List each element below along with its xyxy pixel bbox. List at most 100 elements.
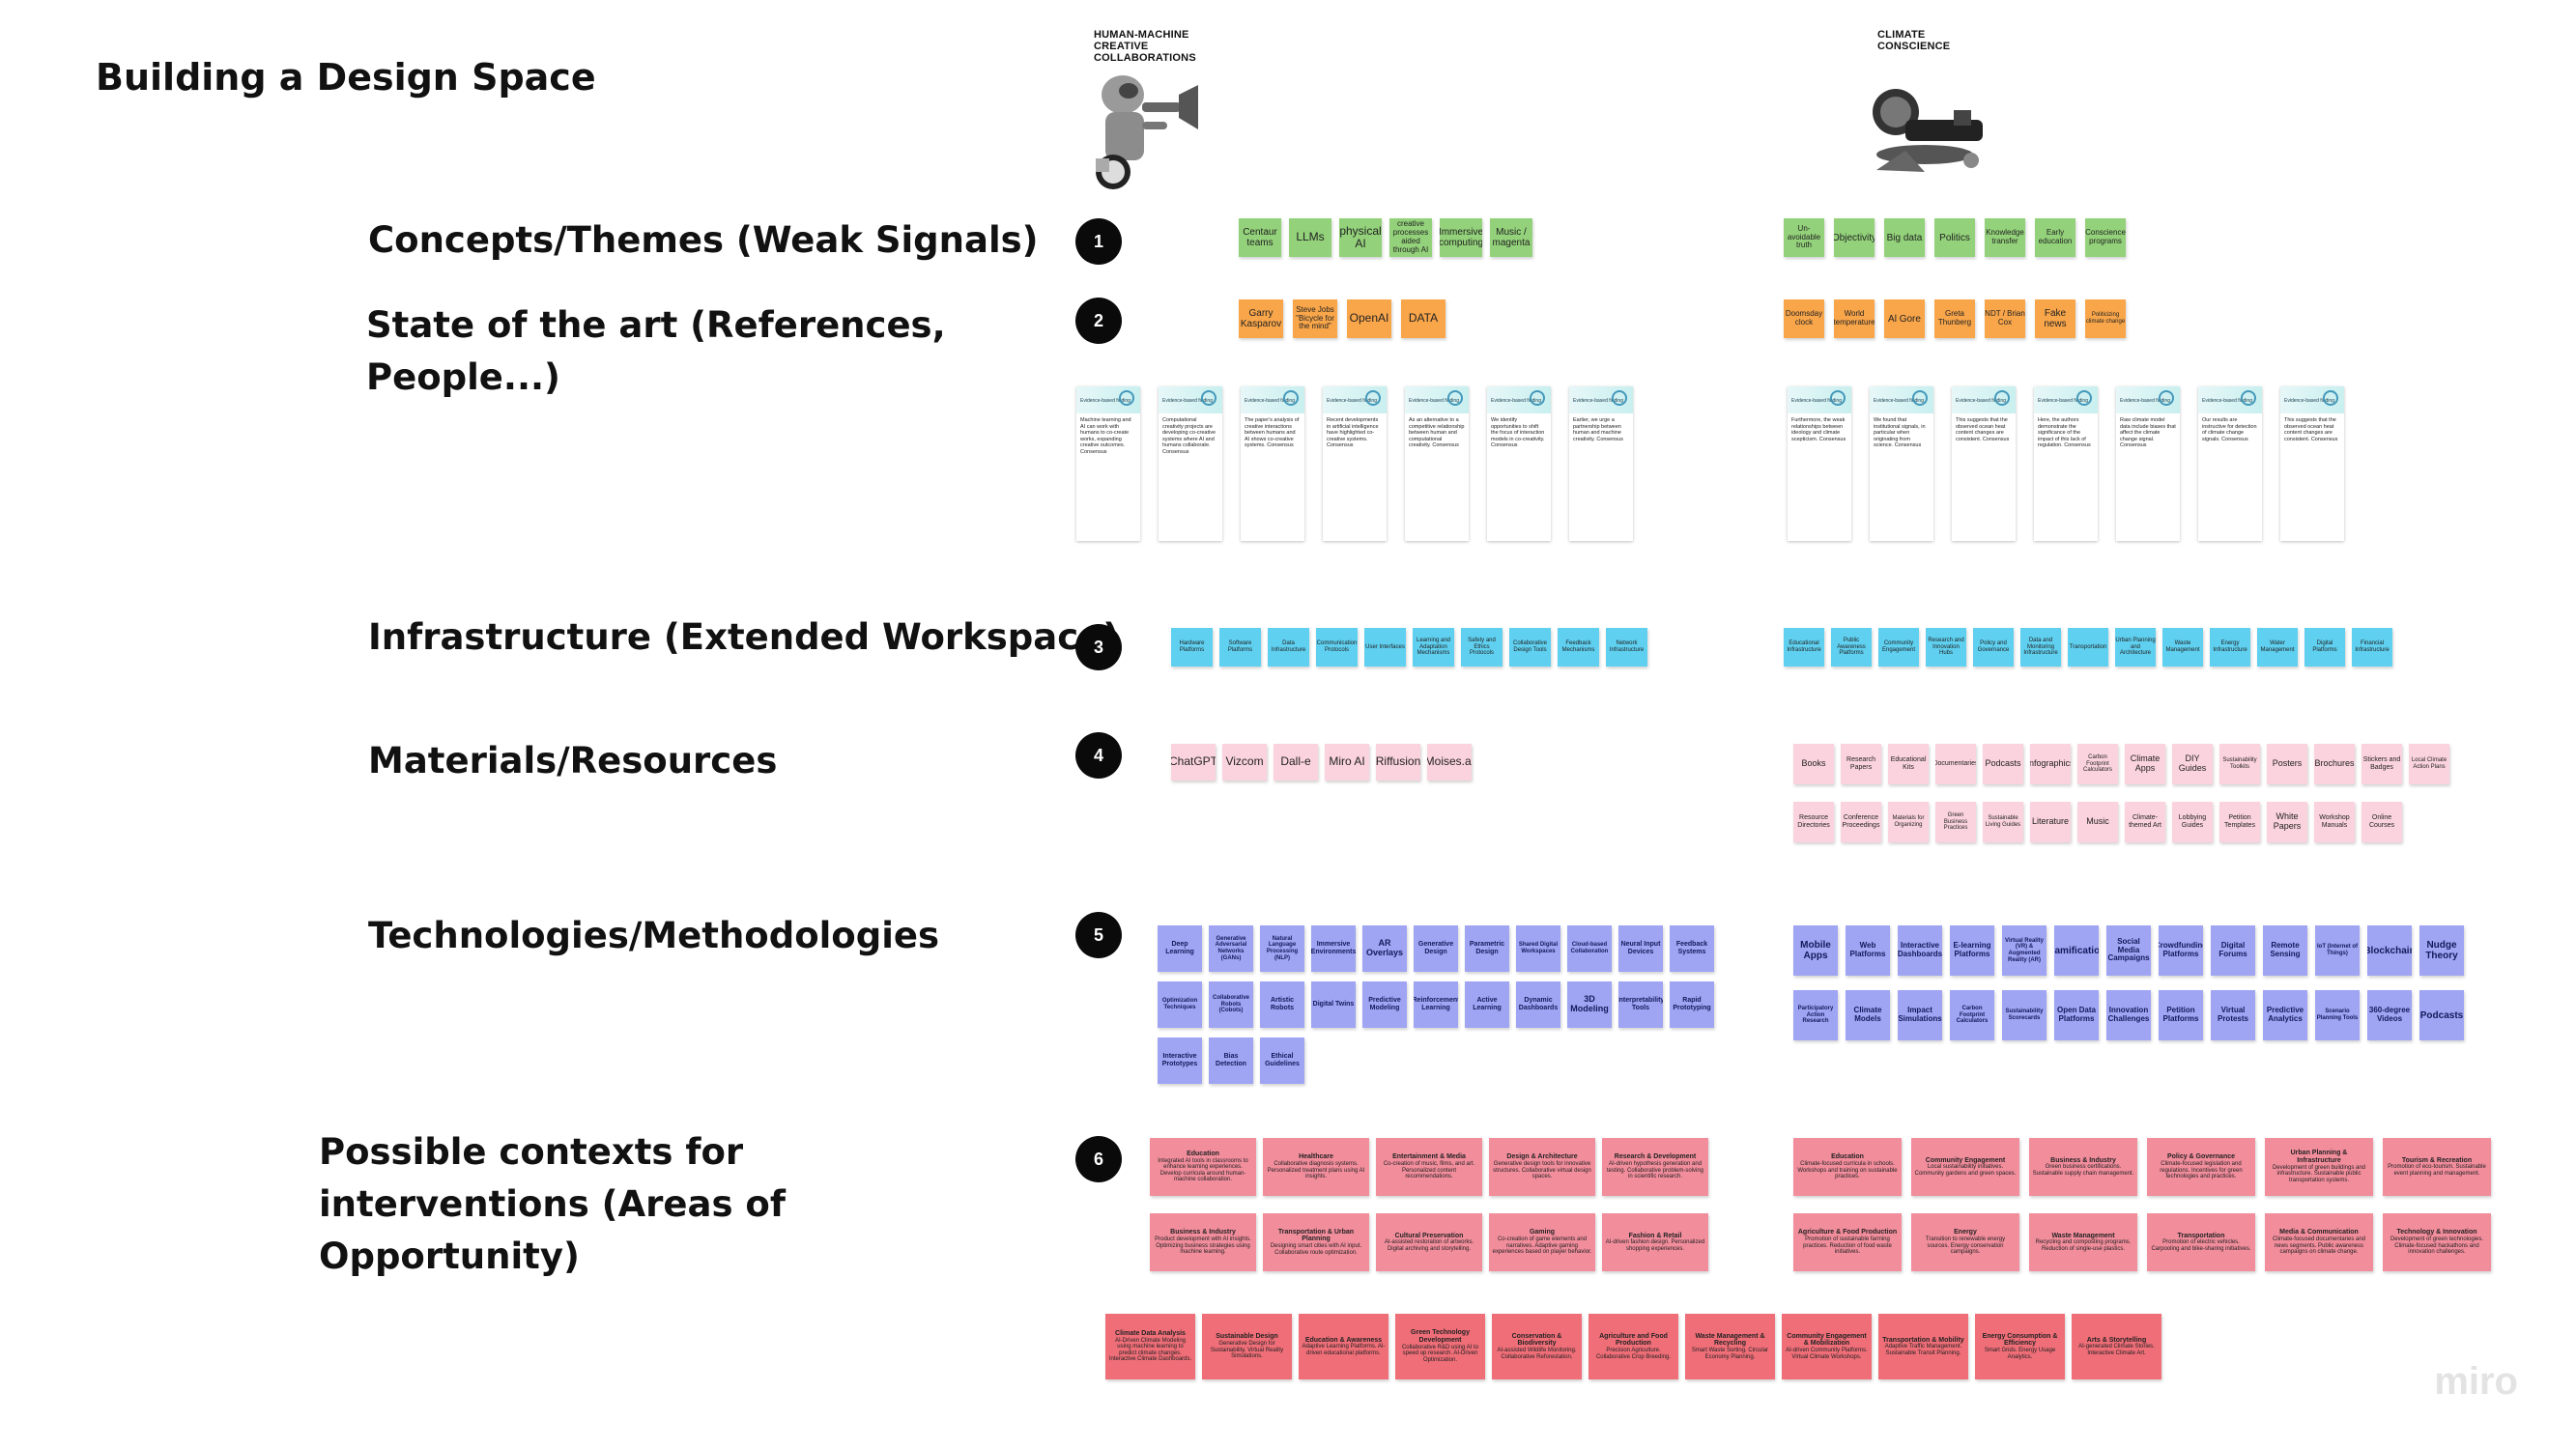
sticky-note[interactable]: Centaur teams: [1239, 218, 1281, 257]
sticky-note[interactable]: Immersive Environments: [1311, 925, 1356, 972]
sticky-note[interactable]: White Papers: [2267, 802, 2307, 842]
context-sticky-note[interactable]: Energy Consumption & Efficiency Smart Gri…: [1975, 1314, 2065, 1379]
sticky-note[interactable]: Safety and Ethics Protocols: [1461, 628, 1503, 667]
sticky-note[interactable]: Vizcom: [1222, 744, 1267, 781]
sticky-note[interactable]: Nudge Theory: [2419, 925, 2464, 976]
evidence-card[interactable]: Evidence-based finding The paper's analys…: [1241, 386, 1304, 541]
context-sticky-note[interactable]: Conservation & Biodiversity AI-assisted W…: [1492, 1314, 1582, 1379]
sticky-note[interactable]: Feedback Systems: [1670, 925, 1714, 972]
sticky-note[interactable]: DATA: [1401, 299, 1445, 338]
sticky-note[interactable]: 360-degree Videos: [2367, 990, 2412, 1040]
sticky-note[interactable]: LLMs: [1289, 218, 1331, 257]
sticky-note[interactable]: Participatory Action Research: [1793, 990, 1838, 1040]
context-sticky-note[interactable]: Green Technology Development Collaborativ…: [1395, 1314, 1485, 1379]
sticky-note[interactable]: Software Platforms: [1219, 628, 1261, 667]
sticky-note[interactable]: Innovation Challenges: [2106, 990, 2151, 1040]
evidence-card[interactable]: Evidence-based finding Computational crea…: [1159, 386, 1222, 541]
sticky-note[interactable]: Active Learning: [1465, 981, 1509, 1028]
sticky-note[interactable]: Un-avoidable truth: [1784, 218, 1824, 257]
sticky-note[interactable]: OpenAI: [1347, 299, 1391, 338]
sticky-note[interactable]: Generative Design: [1414, 925, 1458, 972]
context-sticky-note[interactable]: Agriculture and Food Production Precision…: [1589, 1314, 1678, 1379]
context-sticky-note[interactable]: Business & Industry Product development w…: [1150, 1213, 1256, 1271]
context-sticky-note[interactable]: Community Engagement & Mobilization AI-dr…: [1782, 1314, 1872, 1379]
sticky-note[interactable]: Waste Management: [2162, 628, 2203, 667]
sticky-note[interactable]: Carbon Footprint Calculators: [1950, 990, 1994, 1040]
context-sticky-note[interactable]: Business & Industry Green business certif…: [2029, 1138, 2137, 1196]
sticky-note[interactable]: Gamification: [2054, 925, 2099, 976]
sticky-note[interactable]: Immersive computing: [1440, 218, 1482, 257]
sticky-note[interactable]: Blockchain: [2367, 925, 2412, 976]
sticky-note[interactable]: Social Media Campaigns: [2106, 925, 2151, 976]
evidence-card[interactable]: Evidence-based finding Our results are in…: [2198, 386, 2262, 541]
sticky-note[interactable]: Transportation: [2068, 628, 2108, 667]
sticky-note[interactable]: Podcasts: [1983, 744, 2023, 784]
evidence-card[interactable]: Evidence-based finding This suggests that…: [2280, 386, 2344, 541]
sticky-note[interactable]: Workshop Manuals: [2314, 802, 2355, 842]
sticky-note[interactable]: Objectivity: [1834, 218, 1875, 257]
sticky-note[interactable]: Online Courses: [2361, 802, 2402, 842]
sticky-note[interactable]: Scenario Planning Tools: [2315, 990, 2360, 1040]
sticky-note[interactable]: Fake news: [2035, 299, 2075, 338]
sticky-note[interactable]: Stickers and Badges: [2361, 744, 2402, 784]
context-sticky-note[interactable]: Transportation Promotion of electric vehi…: [2147, 1213, 2255, 1271]
sticky-note[interactable]: Generative Adversarial Networks (GANs): [1209, 925, 1253, 972]
context-sticky-note[interactable]: Urban Planning & Infrastructure Developme…: [2265, 1138, 2373, 1196]
sticky-note[interactable]: Music: [2077, 802, 2118, 842]
sticky-note[interactable]: Big data: [1884, 218, 1925, 257]
sticky-note[interactable]: Politics: [1934, 218, 1975, 257]
sticky-note[interactable]: E-learning Platforms: [1950, 925, 1994, 976]
sticky-note[interactable]: physical AI: [1339, 218, 1382, 257]
context-sticky-note[interactable]: Education & Awareness Adaptive Learning P…: [1299, 1314, 1388, 1379]
sticky-note[interactable]: Optimization Techniques: [1158, 981, 1202, 1028]
sticky-note[interactable]: Dall-e: [1274, 744, 1318, 781]
sticky-note[interactable]: Rapid Prototyping: [1670, 981, 1714, 1028]
context-sticky-note[interactable]: Community Engagement Local sustainability…: [1911, 1138, 2019, 1196]
sticky-note[interactable]: Parametric Design: [1465, 925, 1509, 972]
sticky-note[interactable]: Interactive Prototypes: [1158, 1037, 1202, 1084]
sticky-note[interactable]: Doomsday clock: [1784, 299, 1824, 338]
sticky-note[interactable]: Open Data Platforms: [2054, 990, 2099, 1040]
sticky-note[interactable]: Data Infrastructure: [1268, 628, 1309, 667]
sticky-note[interactable]: Financial Infrastructure: [2352, 628, 2392, 667]
context-sticky-note[interactable]: Transportation & Mobility Adaptive Traffi…: [1878, 1314, 1968, 1379]
evidence-card[interactable]: Evidence-based finding This suggests that…: [1952, 386, 2016, 541]
sticky-note[interactable]: Documentaries: [1935, 744, 1976, 784]
sticky-note[interactable]: Energy Infrastructure: [2210, 628, 2250, 667]
sticky-note[interactable]: Garry Kasparov: [1239, 299, 1283, 338]
sticky-note[interactable]: Shared Digital Workspaces: [1516, 925, 1560, 972]
evidence-card[interactable]: Evidence-based finding Recent development…: [1323, 386, 1387, 541]
sticky-note[interactable]: Sustainability Toolkits: [2219, 744, 2260, 784]
sticky-note[interactable]: Climate Models: [1846, 990, 1890, 1040]
context-sticky-note[interactable]: Tourism & Recreation Promotion of eco-tou…: [2383, 1138, 2491, 1196]
sticky-note[interactable]: Predictive Analytics: [2263, 990, 2307, 1040]
sticky-note[interactable]: Bias Detection: [1209, 1037, 1253, 1084]
sticky-note[interactable]: Brochures: [2314, 744, 2355, 784]
context-sticky-note[interactable]: Education Climate-focused curricula in sc…: [1793, 1138, 1902, 1196]
sticky-note[interactable]: Knowledge transfer: [1985, 218, 2025, 257]
sticky-note[interactable]: Digital Twins: [1311, 981, 1356, 1028]
sticky-note[interactable]: Literature: [2030, 802, 2071, 842]
sticky-note[interactable]: Politicizing climate change: [2085, 299, 2126, 338]
evidence-card[interactable]: Evidence-based finding Earlier, we urge a…: [1569, 386, 1633, 541]
sticky-note[interactable]: Remote Sensing: [2263, 925, 2307, 976]
sticky-note[interactable]: 3D Modeling: [1567, 981, 1612, 1028]
context-sticky-note[interactable]: Design & Architecture Generative design t…: [1489, 1138, 1595, 1196]
sticky-note[interactable]: Public Awareness Platforms: [1831, 628, 1872, 667]
sticky-note[interactable]: Resource Directories: [1793, 802, 1834, 842]
evidence-card[interactable]: Evidence-based finding We identify opport…: [1487, 386, 1551, 541]
sticky-note[interactable]: Infographics: [2030, 744, 2071, 784]
context-sticky-note[interactable]: Policy & Governance Climate-focused legis…: [2147, 1138, 2255, 1196]
sticky-note[interactable]: Riffusion: [1376, 744, 1420, 781]
sticky-note[interactable]: Posters: [2267, 744, 2307, 784]
evidence-card[interactable]: Evidence-based finding Raw climate model …: [2116, 386, 2180, 541]
sticky-note[interactable]: Podcasts: [2419, 990, 2464, 1040]
sticky-note[interactable]: Green Business Practices: [1935, 802, 1976, 842]
sticky-note[interactable]: Carbon Footprint Calculators: [2077, 744, 2118, 784]
context-sticky-note[interactable]: Sustainable Design Generative Design for …: [1202, 1314, 1292, 1379]
sticky-note[interactable]: Network Infrastructure: [1606, 628, 1647, 667]
sticky-note[interactable]: Interactive Dashboards: [1898, 925, 1942, 976]
sticky-note[interactable]: Local Climate Action Plans: [2409, 744, 2449, 784]
sticky-note[interactable]: Moises.ai: [1427, 744, 1472, 781]
sticky-note[interactable]: Water Management: [2257, 628, 2298, 667]
